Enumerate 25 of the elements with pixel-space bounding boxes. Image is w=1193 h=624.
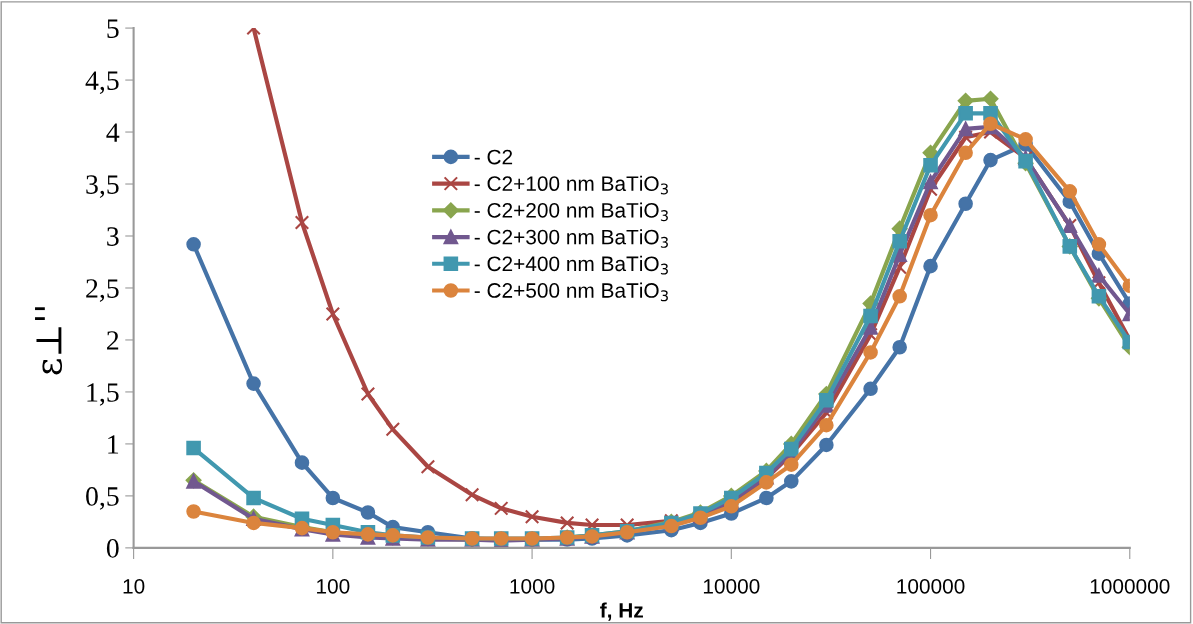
y-tick-label: 0,5 [86,487,119,510]
legend-label: - C2 [474,149,513,165]
y-tick-label: 4 [106,123,120,142]
y-tick-label: 3 [107,227,119,246]
y-tick-label: 5 [107,19,119,38]
y-tick-label: 1 [108,435,119,454]
x-axis-title: f, Hz [600,602,643,621]
x-tick-label: 100000 [897,578,965,594]
legend-label: - C2+100 nm BaTiO$_{3}$ [474,175,668,195]
legend-label: - C2+300 nm BaTiO$_{3}$ [474,229,668,248]
x-tick-label: 1000000 [1090,578,1170,594]
legend-label: - C2+200 nm BaTiO$_{3}$ [474,202,668,222]
x-tick-label: 10000 [703,578,760,594]
y-tick-label: 2 [107,331,119,350]
y-tick-label: 0 [106,539,119,558]
x-tick-label: 1000 [510,578,555,594]
y-tick-label: 4,5 [85,71,119,94]
y-axis-title: ε⊥'' [35,307,63,375]
y-tick-label: 1,5 [87,383,119,406]
x-tick-label: 10 [123,578,145,594]
x-tick-label: 100 [317,578,350,594]
legend-label: - C2+500 nm BaTiO$_{3}$ [474,282,668,302]
legend-label: - C2+400 nm BaTiO$_{3}$ [474,255,668,275]
y-tick-label: 3,5 [86,175,119,198]
y-tick-label: 2,5 [86,279,119,302]
